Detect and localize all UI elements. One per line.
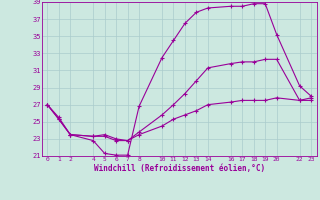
X-axis label: Windchill (Refroidissement éolien,°C): Windchill (Refroidissement éolien,°C) [94, 164, 265, 173]
